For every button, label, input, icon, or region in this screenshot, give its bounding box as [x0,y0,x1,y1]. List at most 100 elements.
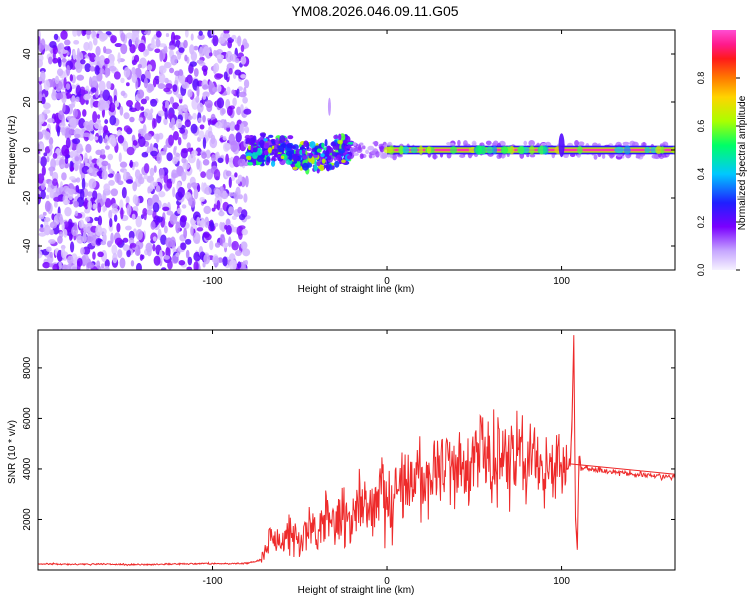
heatmap-cell [361,145,366,150]
heatmap-cell [213,255,220,268]
heatmap-cell [229,259,237,270]
heatmap-cell [200,219,206,229]
heatmap-cell [110,188,119,197]
heatmap-cell [196,216,201,225]
heatmap-cell [240,241,248,250]
heatmap-cell [66,255,74,264]
heatmap-cell [92,203,97,210]
heatmap-cell [143,108,151,119]
heatmap-cell [241,228,248,236]
heatmap-cell [89,66,96,72]
heatmap-cell [91,75,98,88]
heatmap-cell [146,245,152,257]
heatmap-cell [218,210,225,217]
heatmap-cell [85,143,92,153]
heatmap-cell [72,30,78,37]
heatmap-cell [52,57,59,64]
heatmap-cell [338,148,346,154]
heatmap-cell [231,240,239,251]
heatmap-cell [338,133,342,139]
x-tick-label: 0 [384,576,390,587]
heatmap-cell [245,152,253,158]
heatmap-cell [52,152,58,159]
heatmap-cell [76,143,83,154]
heatmap-cell [169,96,174,105]
heatmap-cell [238,91,247,98]
heatmap-cell [208,52,213,57]
spectrogram-panel: -100 0 100 -40 -20 0 20 40 Height of straight … [7,29,676,295]
heatmap-cell [63,198,70,205]
heatmap-cell [655,145,663,155]
heatmap-cell [247,145,252,151]
heatmap-cell [49,221,58,229]
heatmap-cell [243,193,248,203]
heatmap-cell [56,68,64,77]
spectrogram-y-label: Frequency (Hz) [7,116,18,185]
heatmap-cell [271,140,276,145]
heatmap-cell [61,144,69,157]
heatmap-cell [214,222,219,227]
heatmap-cell [60,164,65,169]
heatmap-cell [97,193,102,200]
heatmap-cell [225,224,232,235]
heatmap-cell [205,149,211,159]
heatmap-cell [82,109,87,117]
heatmap-cell [215,73,224,79]
heatmap-cell [256,147,263,156]
heatmap-cell [171,173,180,178]
heatmap-cell [49,190,55,199]
heatmap-cell [212,86,218,93]
heatmap-cell [150,98,158,107]
heatmap-cell [166,179,173,189]
heatmap-cell [61,221,65,232]
heatmap-cell [369,154,373,159]
heatmap-cell [203,205,211,215]
heatmap-cell [331,151,337,157]
heatmap-cell [152,202,160,213]
heatmap-cell [83,227,90,233]
y-tick-label: -40 [22,238,33,253]
heatmap-cell [341,159,346,163]
heatmap-cell [64,206,72,217]
heatmap-cell [177,136,182,146]
heatmap-cell [117,134,125,144]
colorbar-label: Normalized spectral amplitude [737,95,748,230]
heatmap-cell [324,139,328,147]
heatmap-cell [196,85,200,98]
x-tick-label: 0 [384,276,390,287]
heatmap-cell [84,216,91,222]
heatmap-cell [73,40,80,45]
heatmap-cell [48,143,53,150]
heatmap-cell [660,146,665,154]
heatmap-cell [79,188,85,201]
heatmap-cell [61,126,66,136]
heatmap-cell [164,107,168,120]
heatmap-cell [163,117,168,126]
heatmap-cell [92,37,98,46]
heatmap-cell [43,217,51,223]
heatmap-cell [230,156,234,164]
heatmap-cell [68,188,76,195]
heatmap-cell [325,163,331,170]
heatmap-cell [140,214,145,220]
heatmap-cell [104,198,112,208]
heatmap-cell [96,33,100,39]
heatmap-cell [102,205,106,213]
heatmap-cell [202,114,206,123]
heatmap-cell [54,75,60,85]
heatmap-cell [246,137,251,143]
heatmap-cell [93,136,99,141]
heatmap-cell [383,146,394,154]
heatmap-cell [103,125,109,134]
heatmap-cell [247,161,254,166]
heatmap-cell [158,43,167,48]
heatmap-cell [365,149,370,155]
heatmap-cell [475,145,483,155]
heatmap-cell [128,38,133,48]
heatmap-cell [143,133,152,141]
heatmap-cell [313,163,318,172]
heatmap-cell [270,160,276,167]
heatmap-cell [178,260,186,266]
heatmap-cell [500,146,508,154]
heatmap-cell [38,113,45,125]
